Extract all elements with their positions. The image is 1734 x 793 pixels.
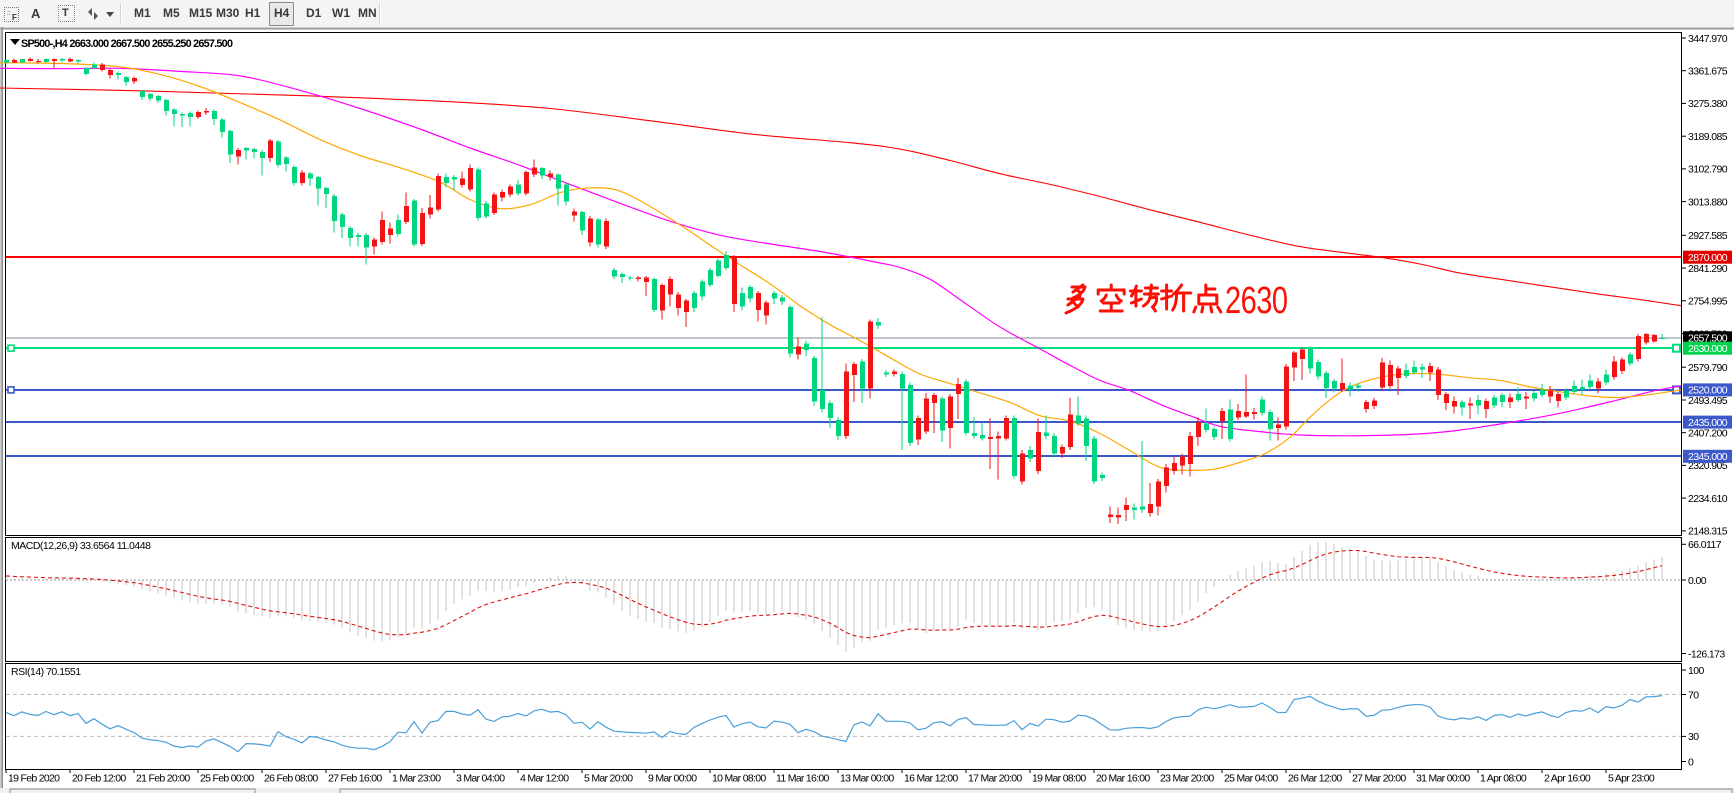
- svg-text:2345.000: 2345.000: [1688, 451, 1728, 463]
- svg-text:3447.970: 3447.970: [1688, 33, 1728, 45]
- svg-text:3189.085: 3189.085: [1688, 131, 1728, 143]
- svg-text:4 Mar 12:00: 4 Mar 12:00: [520, 773, 569, 785]
- svg-text:3102.790: 3102.790: [1688, 164, 1728, 176]
- svg-text:27 Feb 16:00: 27 Feb 16:00: [328, 773, 382, 785]
- svg-text:1 Mar 23:00: 1 Mar 23:00: [392, 773, 441, 785]
- svg-text:SP500-,H4 2663.000 2667.500 2: SP500-,H4 2663.000 2667.500 2655.250 265…: [21, 38, 233, 50]
- svg-text:2 Apr 16:00: 2 Apr 16:00: [1544, 773, 1591, 785]
- svg-text:26 Mar 12:00: 26 Mar 12:00: [1288, 773, 1342, 785]
- svg-text:2657.500: 2657.500: [1688, 333, 1728, 345]
- svg-text:2841.290: 2841.290: [1688, 263, 1728, 275]
- svg-text:3361.675: 3361.675: [1688, 66, 1728, 78]
- svg-text:0: 0: [1688, 756, 1694, 768]
- svg-text:20 Feb 12:00: 20 Feb 12:00: [72, 773, 126, 785]
- svg-text:25 Feb 00:00: 25 Feb 00:00: [200, 773, 254, 785]
- svg-text:20 Mar 16:00: 20 Mar 16:00: [1096, 773, 1150, 785]
- svg-text:16 Mar 12:00: 16 Mar 12:00: [904, 773, 958, 785]
- svg-text:2148.315: 2148.315: [1688, 526, 1728, 538]
- svg-text:2493.495: 2493.495: [1688, 395, 1728, 407]
- svg-text:2520.000: 2520.000: [1688, 385, 1728, 397]
- svg-text:19 Mar 08:00: 19 Mar 08:00: [1032, 773, 1086, 785]
- svg-text:2754.995: 2754.995: [1688, 296, 1728, 308]
- svg-text:70: 70: [1688, 689, 1699, 701]
- svg-text:21 Feb 20:00: 21 Feb 20:00: [136, 773, 190, 785]
- svg-text:3 Mar 04:00: 3 Mar 04:00: [456, 773, 505, 785]
- svg-text:2630: 2630: [1225, 279, 1287, 322]
- svg-text:-126.173: -126.173: [1688, 648, 1725, 660]
- svg-text:5 Apr 23:00: 5 Apr 23:00: [1608, 773, 1655, 785]
- svg-text:19 Feb 2020: 19 Feb 2020: [8, 773, 60, 785]
- svg-text:2320.905: 2320.905: [1688, 460, 1728, 472]
- svg-text:MACD(12,26,9) 33.6564 11.0448: MACD(12,26,9) 33.6564 11.0448: [11, 540, 151, 552]
- svg-text:100: 100: [1688, 665, 1704, 677]
- svg-text:3275.380: 3275.380: [1688, 98, 1728, 110]
- svg-text:11 Mar 16:00: 11 Mar 16:00: [776, 773, 830, 785]
- svg-text:66.0117: 66.0117: [1688, 539, 1722, 551]
- svg-text:2407.200: 2407.200: [1688, 428, 1728, 440]
- svg-text:2927.585: 2927.585: [1688, 230, 1728, 242]
- svg-text:3013.880: 3013.880: [1688, 196, 1728, 208]
- svg-text:26 Feb 08:00: 26 Feb 08:00: [264, 773, 318, 785]
- svg-text:25 Mar 04:00: 25 Mar 04:00: [1224, 773, 1278, 785]
- svg-text:13 Mar 00:00: 13 Mar 00:00: [840, 773, 894, 785]
- svg-text:23 Mar 20:00: 23 Mar 20:00: [1160, 773, 1214, 785]
- svg-text:5 Mar 20:00: 5 Mar 20:00: [584, 773, 633, 785]
- svg-text:0.00: 0.00: [1688, 575, 1707, 587]
- svg-text:17 Mar 20:00: 17 Mar 20:00: [968, 773, 1022, 785]
- svg-text:31 Mar 00:00: 31 Mar 00:00: [1416, 773, 1470, 785]
- svg-text:2435.000: 2435.000: [1688, 417, 1728, 429]
- svg-text:30: 30: [1688, 731, 1699, 743]
- svg-text:2234.610: 2234.610: [1688, 493, 1728, 505]
- svg-text:2870.000: 2870.000: [1688, 252, 1728, 264]
- svg-text:2579.790: 2579.790: [1688, 362, 1728, 374]
- svg-text:2630.000: 2630.000: [1688, 343, 1728, 355]
- svg-text:1 Apr 08:00: 1 Apr 08:00: [1480, 773, 1527, 785]
- svg-text:27 Mar 20:00: 27 Mar 20:00: [1352, 773, 1406, 785]
- svg-text:RSI(14) 70.1551: RSI(14) 70.1551: [11, 666, 81, 678]
- svg-text:10 Mar 08:00: 10 Mar 08:00: [712, 773, 766, 785]
- svg-text:9 Mar 00:00: 9 Mar 00:00: [648, 773, 697, 785]
